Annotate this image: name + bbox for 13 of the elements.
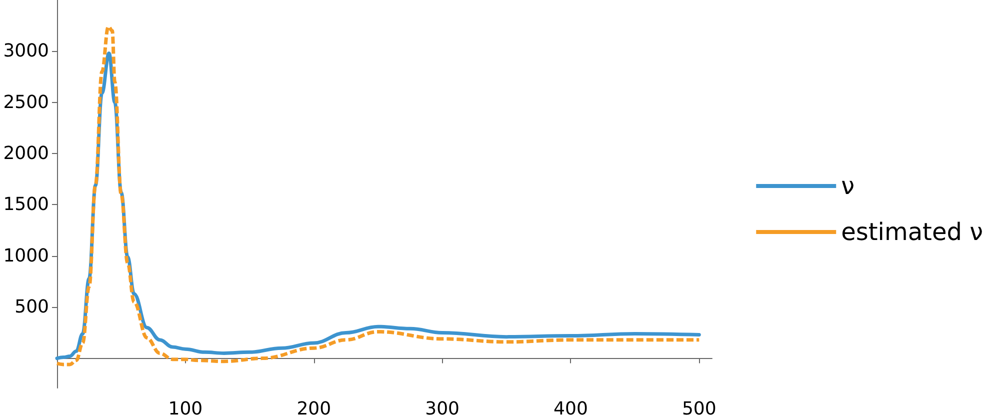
x-tick-label: 100 [168, 398, 203, 418]
y-tick-label: 2500 [3, 92, 49, 113]
y-tick-label: 2000 [3, 143, 49, 164]
legend-label: estimated ν [841, 218, 984, 246]
y-tick-label: 1000 [3, 245, 49, 266]
legend-label: ν [841, 172, 855, 200]
y-tick-label: 500 [14, 296, 49, 318]
x-tick-label: 500 [682, 398, 716, 418]
x-tick-label: 200 [296, 398, 332, 418]
x-tick-label: 300 [425, 398, 460, 418]
y-tick-label: 3000 [3, 40, 49, 62]
y-tick-label: 1500 [3, 194, 49, 216]
x-tick-label: 400 [554, 398, 588, 418]
